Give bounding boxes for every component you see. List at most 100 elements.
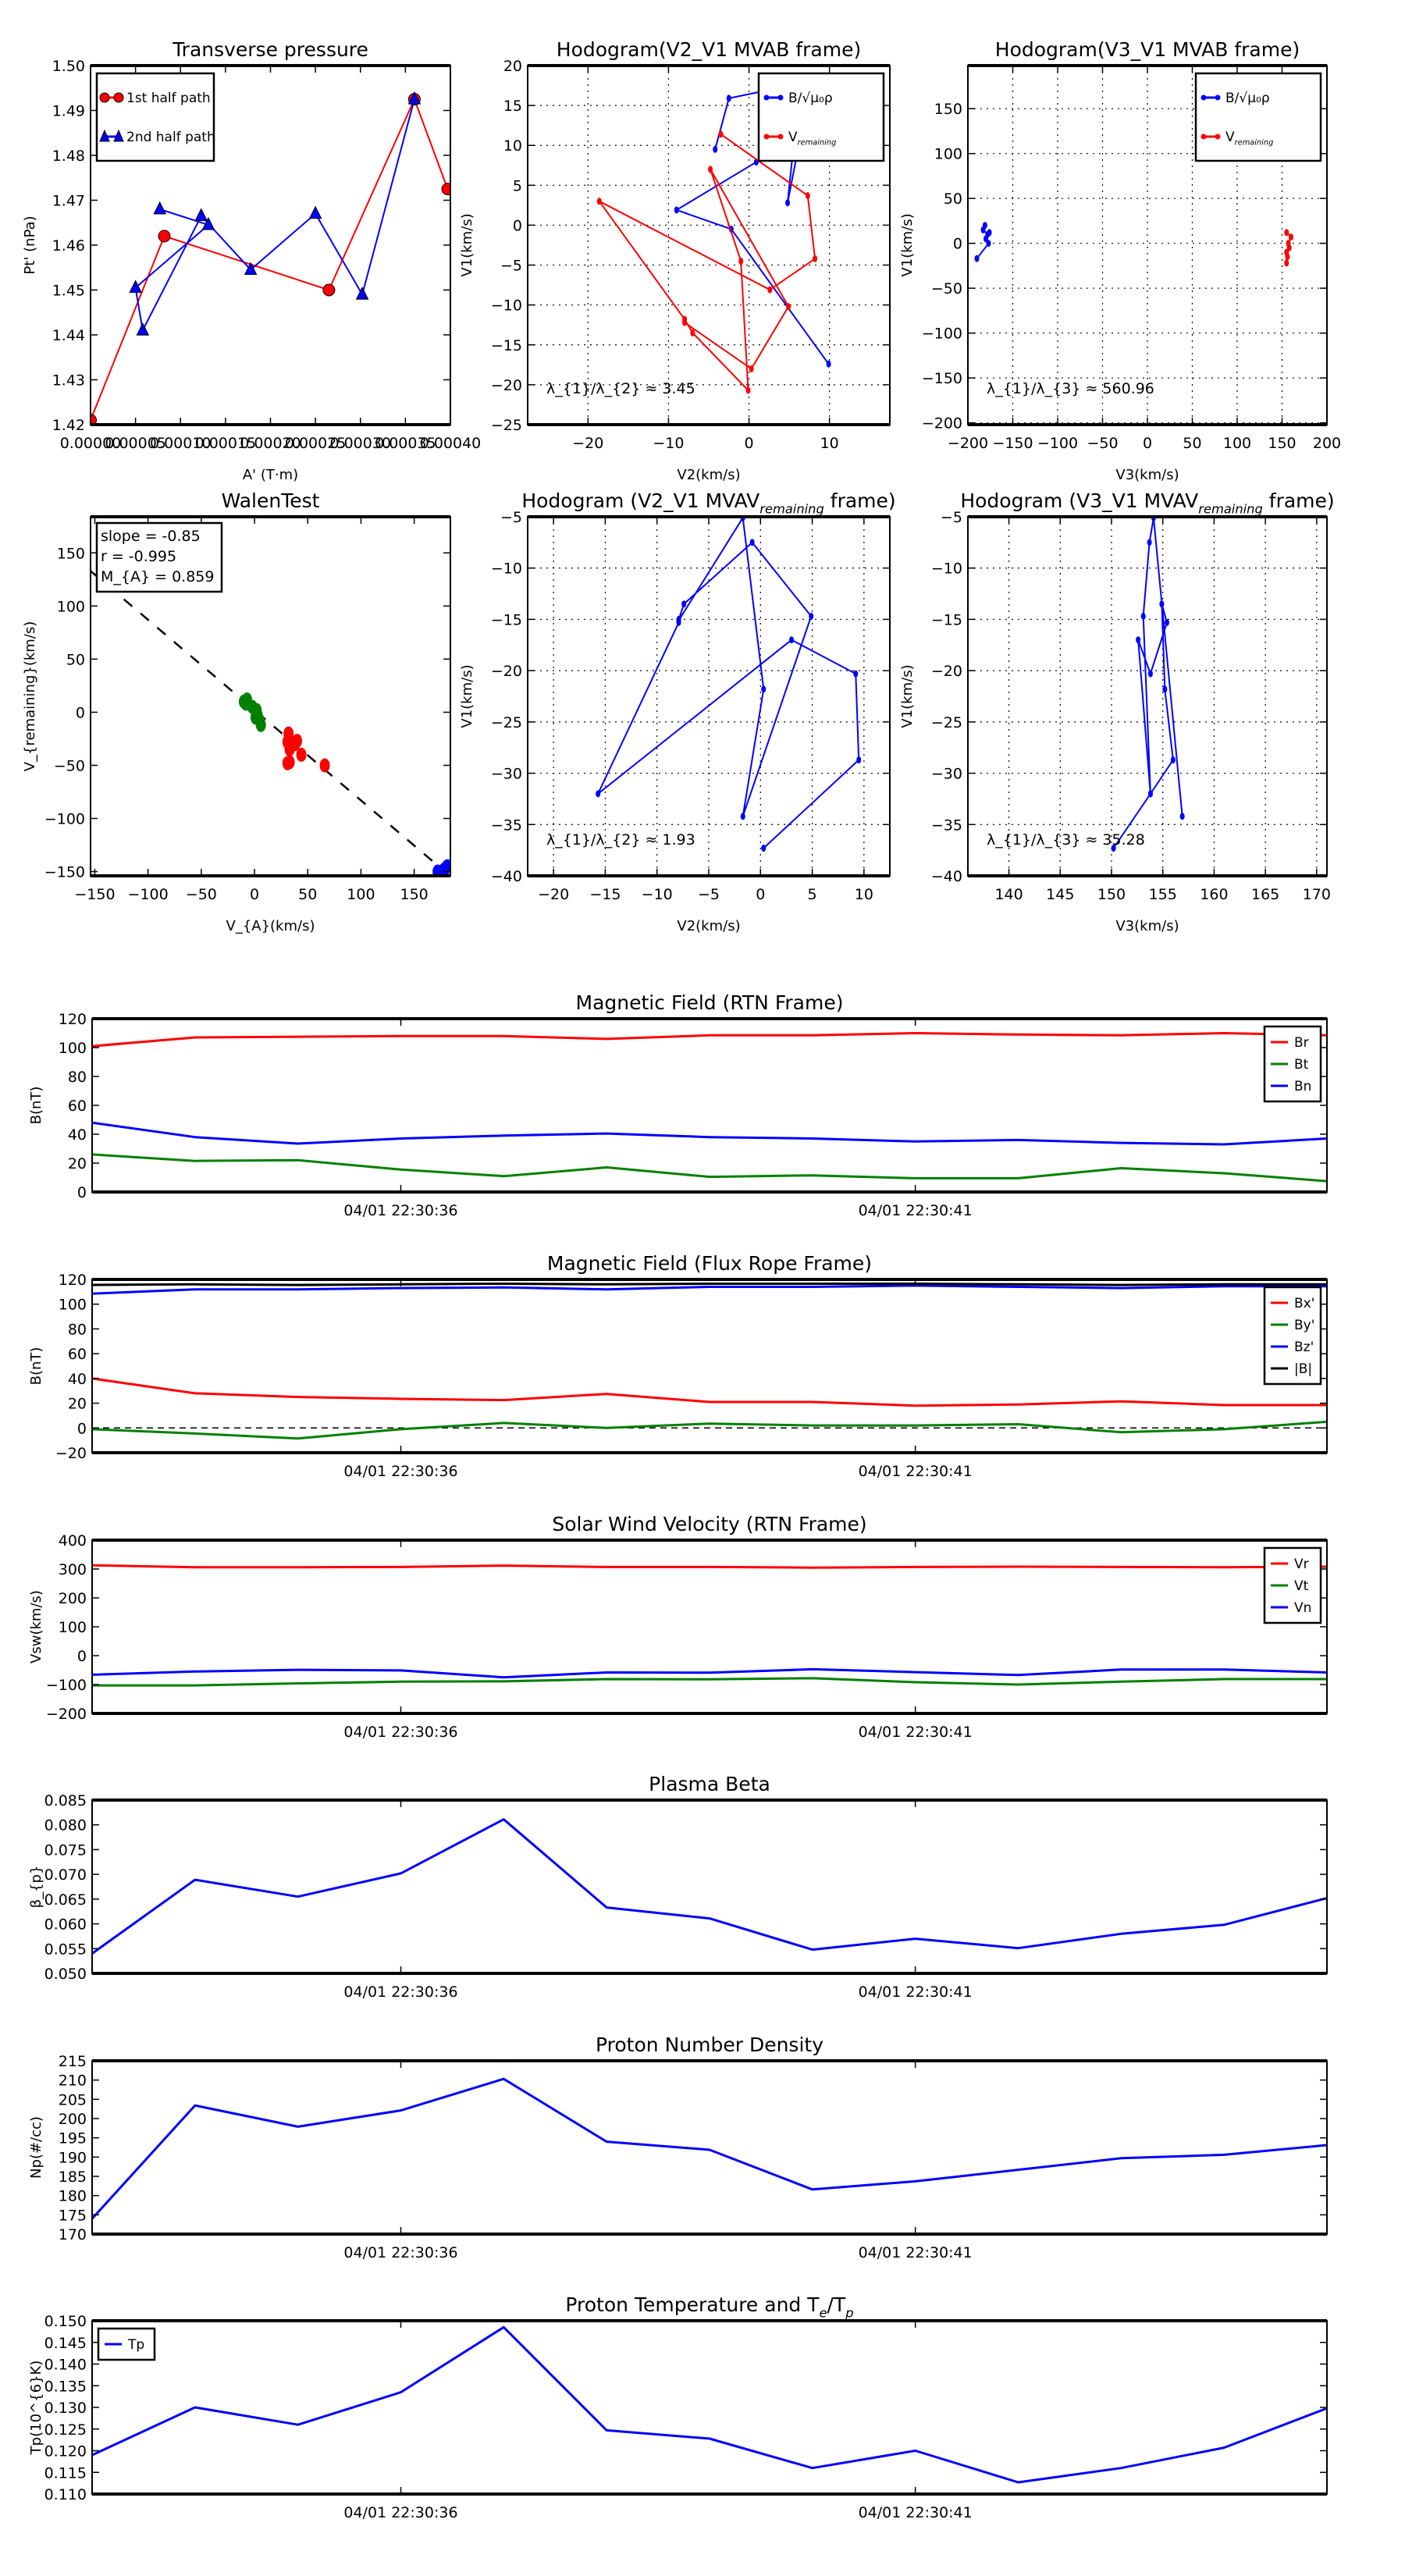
chart-hodogram-v3-v1-mvab-frame-: −200 −150 −100 −50 0 50 100 150 200−200−150−100−… xyxy=(899,38,1341,483)
y-axis-label: V1(km/s) xyxy=(459,664,475,728)
y-tick-label: −15 xyxy=(491,611,522,628)
x-tick-label: −5 xyxy=(698,886,720,903)
y-tick-label: −20 xyxy=(491,663,522,680)
data-point xyxy=(201,217,215,230)
data-point xyxy=(407,91,422,105)
y-axis-label: β_{p} xyxy=(28,1866,44,1909)
y-tick-label: 50 xyxy=(944,190,962,208)
plot-area xyxy=(91,570,450,876)
series-line-fit xyxy=(91,570,450,876)
chart-proton-temperature-and-t-e-t-p-: 04/01 22:30:36 04/01 22:30:41 0.110 0.115 0.… xyxy=(28,2293,1328,2521)
y-tick-label: 0.150 xyxy=(44,2313,87,2330)
data-point xyxy=(805,192,810,200)
legend-label: B/√μ₀ρ xyxy=(788,91,833,106)
annotation-text: λ_{1}/λ_{3} ≈ 560.96 xyxy=(987,380,1154,397)
annotation: λ_{1}/λ_{2} ≈ 3.45 xyxy=(546,380,695,397)
y-tick-label: 185 xyxy=(59,2169,87,2186)
annotation-text: λ_{1}/λ_{2} ≈ 3.45 xyxy=(546,380,695,397)
y-tick-label: −40 xyxy=(491,868,522,885)
data-point xyxy=(244,262,258,276)
chart-title: Hodogram(V3_V1 MVAB frame) xyxy=(995,38,1300,61)
y-tick-label: 120 xyxy=(59,1011,87,1028)
data-point xyxy=(1162,685,1168,693)
y-axis-label: B(nT) xyxy=(28,1087,44,1125)
y-tick-label: 0 xyxy=(76,704,85,721)
annotation-text: M_{A} = 0.859 xyxy=(101,568,214,585)
legend-label: Bn xyxy=(1294,1079,1311,1094)
y-tick-label: 20 xyxy=(68,1396,87,1413)
x-tick-label: 04/01 22:30:41 xyxy=(859,2244,973,2261)
data-point xyxy=(676,617,681,624)
legend-marker xyxy=(1200,133,1207,140)
plot-area xyxy=(596,517,862,852)
data-point xyxy=(292,734,303,749)
x-tick-label: 150 xyxy=(1097,886,1126,903)
data-point xyxy=(1111,845,1116,852)
legend-label: Vr xyxy=(1294,1557,1309,1572)
y-tick-label: −40 xyxy=(931,868,962,885)
data-point xyxy=(153,201,167,215)
data-point xyxy=(1284,248,1289,256)
y-tick-label: −30 xyxy=(931,766,962,783)
x-tick-label: −20 xyxy=(572,435,603,452)
y-tick-label: 0.065 xyxy=(44,1891,87,1909)
x-tick-label: −150 xyxy=(74,886,115,903)
y-tick-label: −150 xyxy=(922,370,962,387)
data-point xyxy=(136,322,150,336)
y-tick-label: −5 xyxy=(500,258,522,275)
data-point xyxy=(726,94,731,102)
chart-walentest: −150 −100 −50 0 50 100 150 −150 −100 −50 0 50 100 150… xyxy=(22,489,451,934)
x-tick-label: −10 xyxy=(642,886,673,903)
legend-label: Vt xyxy=(1294,1578,1309,1594)
data-point xyxy=(441,183,450,196)
legend-label: Bt xyxy=(1294,1057,1309,1073)
y-tick-label: −35 xyxy=(491,817,522,834)
chart-hodogram-v3-v1-mvav-remaining-frame-: 140 145 150 155 160 165 170 −40 −35 −30 −25 −20 −15 −… xyxy=(899,489,1335,934)
axes-frame xyxy=(91,1799,1328,1974)
y-tick-label: −100 xyxy=(46,1677,87,1694)
x-tick-label: 150 xyxy=(1268,435,1296,452)
y-axis-label: B(nT) xyxy=(28,1347,44,1386)
x-tick-label: −100 xyxy=(1037,435,1078,452)
y-axis-label: Pt' (nPa) xyxy=(22,215,38,274)
x-tick-label: 0.00040 xyxy=(420,435,482,452)
y-tick-label: −50 xyxy=(54,757,85,774)
legend: 1st half path 2nd half path xyxy=(95,72,215,162)
chart-title: Solar Wind Velocity (RTN Frame) xyxy=(552,1513,866,1535)
chart-magnetic-field-rtn-frame-: 04/01 22:30:36 04/01 22:30:41 0 20 40 60 80 100… xyxy=(28,991,1328,1219)
y-tick-label: −10 xyxy=(931,560,962,578)
y-axis-label: V1(km/s) xyxy=(899,213,916,276)
y-tick-label: −5 xyxy=(500,509,522,526)
y-tick-label: −15 xyxy=(931,611,962,628)
y-tick-label: 20 xyxy=(503,58,522,75)
x-tick-label: 50 xyxy=(1183,435,1201,452)
data-point xyxy=(785,199,791,207)
x-tick-label: −15 xyxy=(589,886,621,903)
y-tick-label: −20 xyxy=(491,377,522,394)
data-point xyxy=(740,813,745,820)
data-point xyxy=(789,636,795,644)
y-tick-label: 0.120 xyxy=(44,2443,87,2460)
x-tick-label: −50 xyxy=(186,886,217,903)
series-line-bn xyxy=(92,1121,1327,1146)
data-point xyxy=(355,286,369,300)
data-point xyxy=(442,859,450,873)
x-tick-label: 170 xyxy=(1303,886,1331,903)
data-point xyxy=(813,254,818,262)
legend-marker xyxy=(777,133,784,140)
data-point xyxy=(1147,539,1152,546)
y-axis-label: Tp(10^{6}K) xyxy=(28,2361,44,2456)
x-tick-label: 200 xyxy=(1313,435,1341,452)
x-tick-label: 0 xyxy=(745,435,754,452)
chart-hodogram-v2-v1-mvav-remaining-frame-: −20 −15 −10 −5 0 5 10−40−35−30−25−20−15−10−5Ho… xyxy=(459,489,896,934)
legend-box xyxy=(95,72,215,162)
y-tick-label: 1.49 xyxy=(52,103,85,120)
x-tick-label: 100 xyxy=(347,886,375,903)
y-axis-label: V1(km/s) xyxy=(459,213,475,276)
legend-box xyxy=(1194,72,1322,162)
data-point xyxy=(1289,233,1293,241)
data-point xyxy=(982,222,987,229)
data-point xyxy=(1136,636,1141,644)
x-tick-label: 10 xyxy=(855,886,873,903)
